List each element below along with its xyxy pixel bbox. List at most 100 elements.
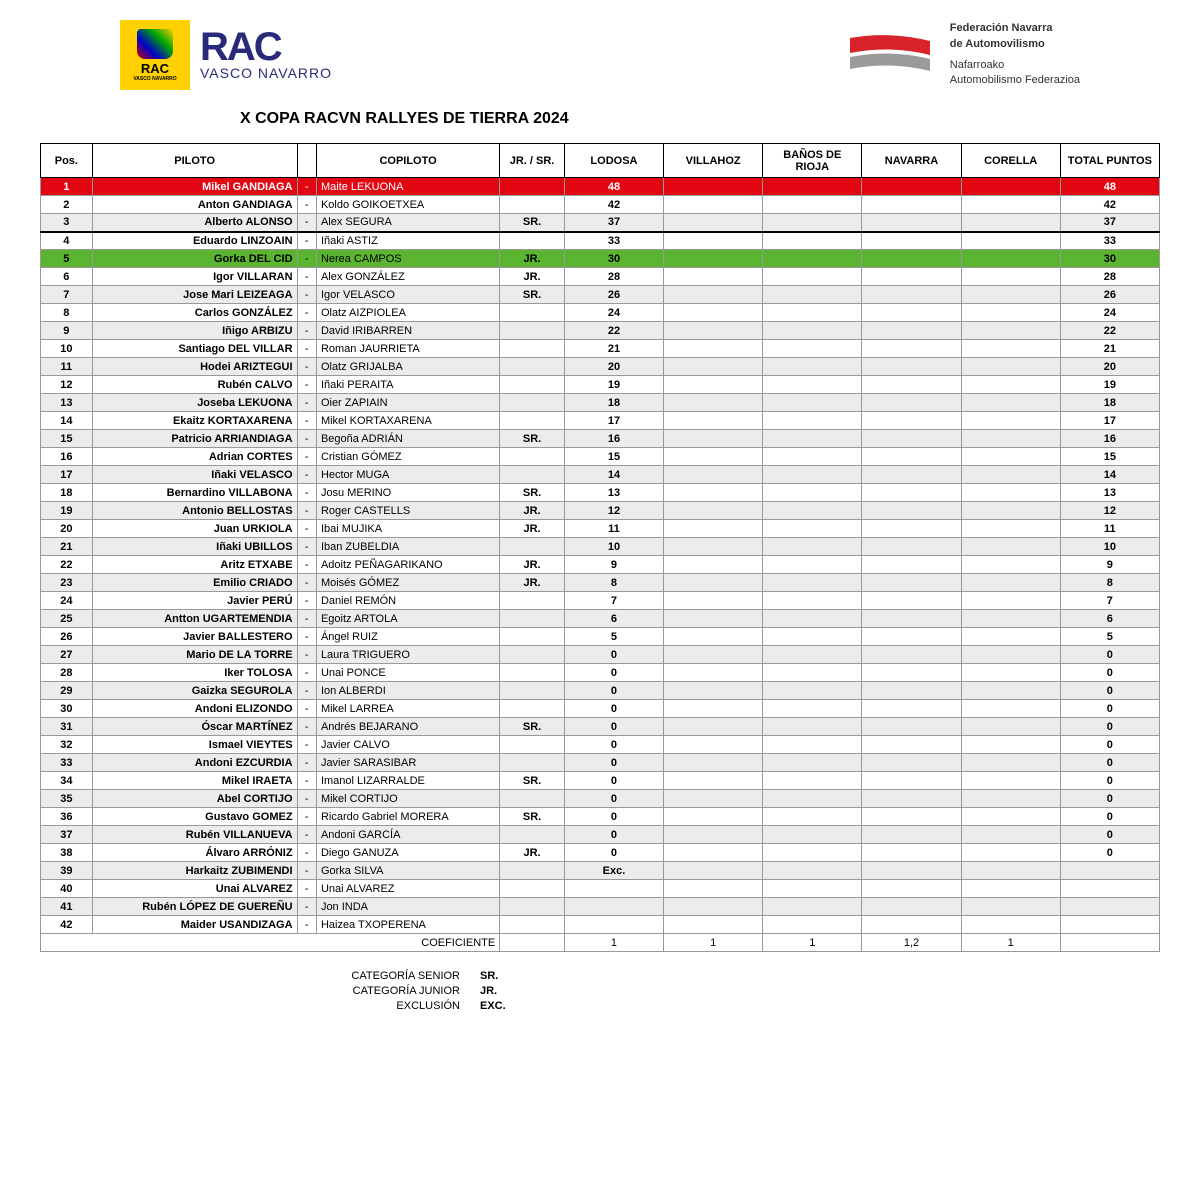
cell-copiloto: Mikel LARREA bbox=[316, 700, 499, 718]
cell-stage-0: 42 bbox=[564, 196, 663, 214]
cell-jrsr: SR. bbox=[500, 430, 565, 448]
cell-stage-2 bbox=[763, 574, 862, 592]
cell-pos: 14 bbox=[41, 412, 93, 430]
cell-pos: 33 bbox=[41, 754, 93, 772]
cell-copiloto: Olatz GRIJALBA bbox=[316, 358, 499, 376]
cell-pos: 22 bbox=[41, 556, 93, 574]
cell-dash: - bbox=[297, 628, 316, 646]
table-row: 27Mario DE LA TORRE-Laura TRIGUERO00 bbox=[41, 646, 1160, 664]
cell-piloto: Eduardo LINZOAIN bbox=[92, 232, 297, 250]
cell-stage-3 bbox=[862, 196, 961, 214]
cell-stage-4 bbox=[961, 178, 1060, 196]
cell-jrsr bbox=[500, 538, 565, 556]
legend: CATEGORÍA SENIORSR.CATEGORÍA JUNIORJR.EX… bbox=[320, 970, 1160, 1012]
cell-copiloto: Imanol LIZARRALDE bbox=[316, 772, 499, 790]
cell-pos: 35 bbox=[41, 790, 93, 808]
cell-copiloto: Haizea TXOPERENA bbox=[316, 916, 499, 934]
col-stage-1: VILLAHOZ bbox=[664, 144, 763, 178]
cell-stage-4 bbox=[961, 520, 1060, 538]
cell-copiloto: Igor VELASCO bbox=[316, 286, 499, 304]
cell-jrsr bbox=[500, 898, 565, 916]
cell-dash: - bbox=[297, 898, 316, 916]
cell-stage-2 bbox=[763, 664, 862, 682]
cell-stage-1 bbox=[664, 466, 763, 484]
cell-stage-3 bbox=[862, 826, 961, 844]
cell-copiloto: Diego GANUZA bbox=[316, 844, 499, 862]
cell-total: 20 bbox=[1060, 358, 1159, 376]
table-row: 3Alberto ALONSO-Alex SEGURASR.3737 bbox=[41, 214, 1160, 232]
cell-stage-4 bbox=[961, 880, 1060, 898]
cell-stage-0: 0 bbox=[564, 790, 663, 808]
cell-piloto: Rubén VILLANUEVA bbox=[92, 826, 297, 844]
cell-total: 21 bbox=[1060, 340, 1159, 358]
cell-stage-3 bbox=[862, 772, 961, 790]
coef-val-4: 1 bbox=[961, 934, 1060, 952]
cell-stage-3 bbox=[862, 538, 961, 556]
cell-pos: 6 bbox=[41, 268, 93, 286]
cell-stage-0: 9 bbox=[564, 556, 663, 574]
cell-stage-0: 0 bbox=[564, 754, 663, 772]
table-row: 37Rubén VILLANUEVA-Andoni GARCÍA00 bbox=[41, 826, 1160, 844]
cell-dash: - bbox=[297, 880, 316, 898]
cell-piloto: Bernardino VILLABONA bbox=[92, 484, 297, 502]
cell-piloto: Unai ALVAREZ bbox=[92, 880, 297, 898]
table-row: 29Gaizka SEGUROLA-Ion ALBERDI00 bbox=[41, 682, 1160, 700]
table-row: 25Antton UGARTEMENDIA-Egoitz ARTOLA66 bbox=[41, 610, 1160, 628]
cell-copiloto: Oier ZAPIAIN bbox=[316, 394, 499, 412]
cell-piloto: Iker TOLOSA bbox=[92, 664, 297, 682]
cell-dash: - bbox=[297, 574, 316, 592]
cell-pos: 10 bbox=[41, 340, 93, 358]
cell-piloto: Ekaitz KORTAXARENA bbox=[92, 412, 297, 430]
col-piloto: PILOTO bbox=[92, 144, 297, 178]
cell-stage-1 bbox=[664, 718, 763, 736]
cell-jrsr bbox=[500, 196, 565, 214]
cell-dash: - bbox=[297, 556, 316, 574]
cell-copiloto: Ion ALBERDI bbox=[316, 682, 499, 700]
cell-piloto: Andoni ELIZONDO bbox=[92, 700, 297, 718]
cell-stage-1 bbox=[664, 844, 763, 862]
cell-stage-2 bbox=[763, 340, 862, 358]
table-row: 21Iñaki UBILLOS-Iban ZUBELDIA1010 bbox=[41, 538, 1160, 556]
cell-copiloto: Ángel RUIZ bbox=[316, 628, 499, 646]
cell-stage-4 bbox=[961, 574, 1060, 592]
cell-dash: - bbox=[297, 700, 316, 718]
cell-jrsr: SR. bbox=[500, 772, 565, 790]
col-stage-2: BAÑOS DE RIOJA bbox=[763, 144, 862, 178]
cell-stage-1 bbox=[664, 412, 763, 430]
cell-stage-1 bbox=[664, 376, 763, 394]
legend-row: EXCLUSIÓNEXC. bbox=[320, 1000, 1160, 1012]
cell-dash: - bbox=[297, 520, 316, 538]
cell-stage-2 bbox=[763, 880, 862, 898]
cell-piloto: Óscar MARTÍNEZ bbox=[92, 718, 297, 736]
cell-stage-1 bbox=[664, 430, 763, 448]
cell-jrsr bbox=[500, 178, 565, 196]
cell-jrsr: SR. bbox=[500, 484, 565, 502]
cell-dash: - bbox=[297, 646, 316, 664]
cell-stage-1 bbox=[664, 250, 763, 268]
cell-piloto: Santiago DEL VILLAR bbox=[92, 340, 297, 358]
cell-total: 0 bbox=[1060, 682, 1159, 700]
cell-stage-0: 8 bbox=[564, 574, 663, 592]
table-header-row: Pos. PILOTO COPILOTO JR. / SR. LODOSA VI… bbox=[41, 144, 1160, 178]
cell-stage-3 bbox=[862, 880, 961, 898]
col-pos: Pos. bbox=[41, 144, 93, 178]
cell-total: 22 bbox=[1060, 322, 1159, 340]
cell-pos: 23 bbox=[41, 574, 93, 592]
cell-jrsr bbox=[500, 790, 565, 808]
cell-stage-1 bbox=[664, 736, 763, 754]
cell-jrsr bbox=[500, 826, 565, 844]
cell-stage-3 bbox=[862, 268, 961, 286]
cell-stage-3 bbox=[862, 844, 961, 862]
cell-jrsr bbox=[500, 700, 565, 718]
cell-stage-0: 0 bbox=[564, 844, 663, 862]
cell-dash: - bbox=[297, 736, 316, 754]
cell-stage-2 bbox=[763, 502, 862, 520]
cell-stage-2 bbox=[763, 376, 862, 394]
cell-total: 28 bbox=[1060, 268, 1159, 286]
cell-pos: 40 bbox=[41, 880, 93, 898]
cell-stage-0: 22 bbox=[564, 322, 663, 340]
cell-stage-0: 37 bbox=[564, 214, 663, 232]
cell-stage-2 bbox=[763, 538, 862, 556]
cell-dash: - bbox=[297, 862, 316, 880]
coef-label: COEFICIENTE bbox=[41, 934, 500, 952]
